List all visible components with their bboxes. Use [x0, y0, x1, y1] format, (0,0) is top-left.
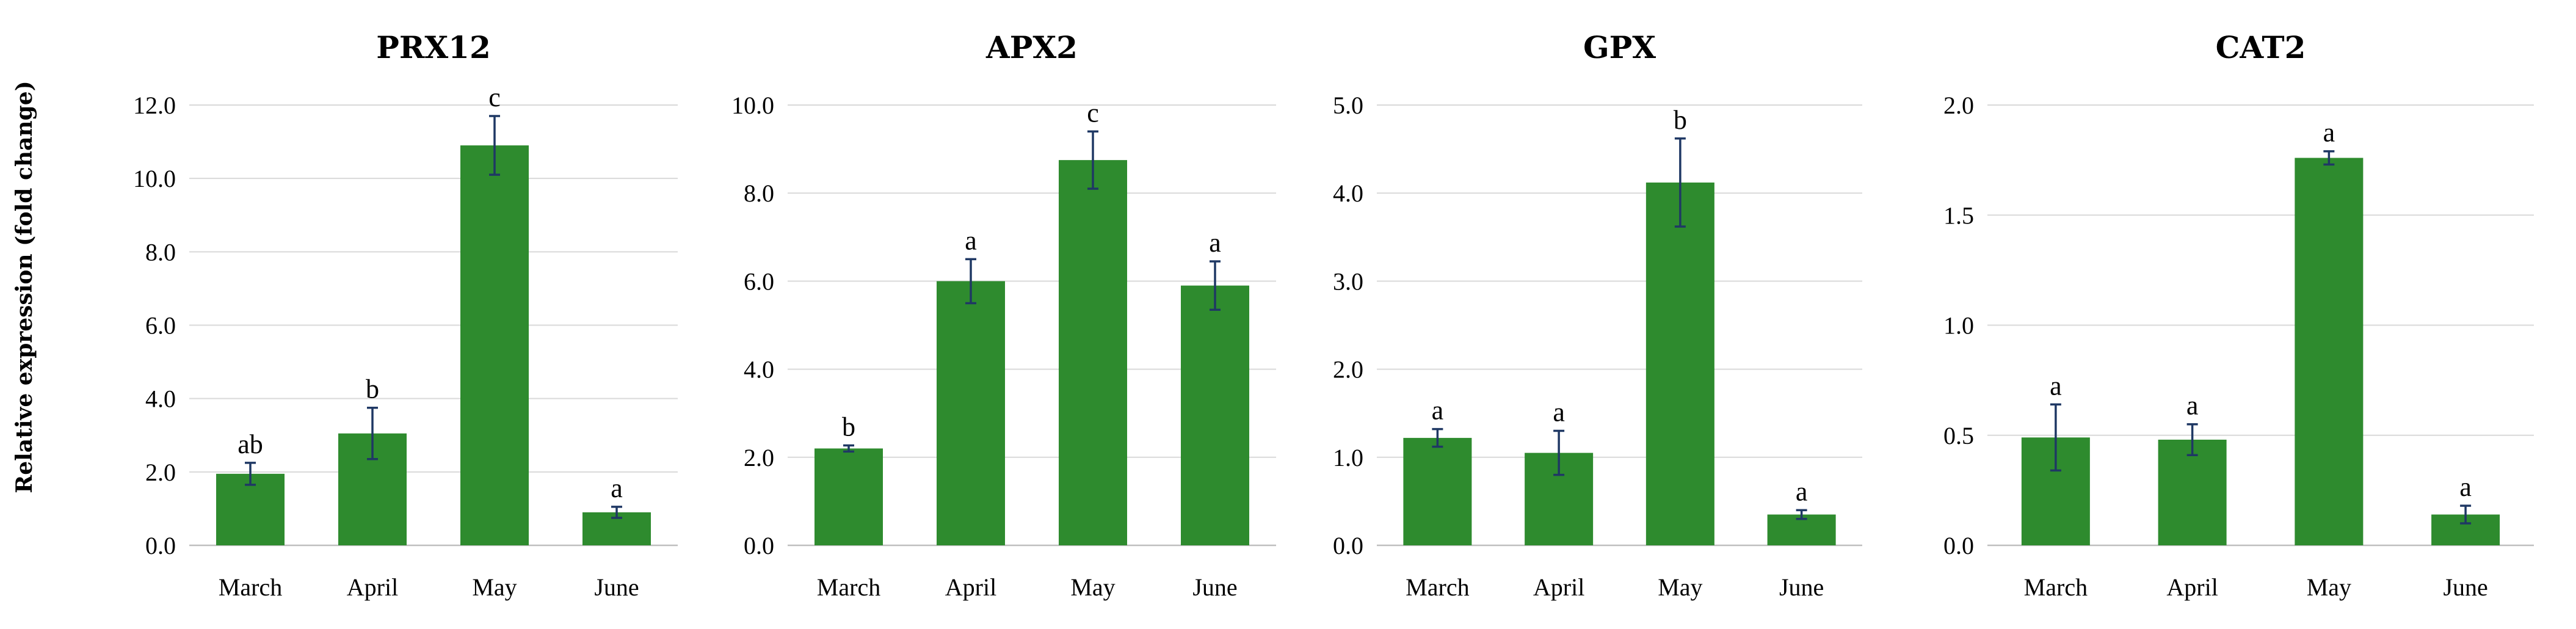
- chart-panel-prx12: PRX12 0.0 2.0 4.0 6.0 8.0 10.0 12.0 ab March b Apri…: [133, 29, 678, 601]
- bar-april: [937, 281, 1005, 545]
- y-tick-label: 8.0: [744, 180, 774, 207]
- error-bar-march: [2050, 403, 2061, 472]
- y-tick-label: 5.0: [1333, 92, 1363, 119]
- y-tick-label: 2.0: [1943, 92, 1974, 119]
- chart-panel-cat2: CAT2 0.0 0.5 1.0 1.5 2.0 a March a April a May a June: [1943, 29, 2534, 601]
- y-tick-label: 0.0: [145, 532, 176, 559]
- bar-may: [460, 145, 529, 545]
- y-tick-label: 4.0: [744, 356, 774, 384]
- error-bar-march: [245, 462, 256, 486]
- error-bar-may: [489, 115, 500, 176]
- y-tick-label: 0.0: [744, 532, 774, 559]
- y-tick-label: 0.0: [1943, 532, 1974, 559]
- bar-may: [1645, 182, 1714, 545]
- y-tick-label: 1.0: [1943, 312, 1974, 340]
- bar-april: [2158, 439, 2227, 545]
- y-tick-label: 12.0: [133, 92, 176, 119]
- chart-title-cat2: CAT2: [2216, 29, 2306, 65]
- x-category-label: May: [2307, 573, 2351, 601]
- x-category-label: April: [945, 573, 996, 601]
- error-bar-march: [843, 444, 854, 453]
- error-bar-april: [1553, 429, 1565, 476]
- error-bar-march: [1432, 427, 1443, 448]
- significance-letter: a: [2186, 391, 2199, 421]
- significance-letter: a: [1432, 396, 1444, 426]
- error-bar-june: [611, 506, 622, 519]
- error-bar-may: [2323, 150, 2335, 166]
- error-bar-may: [1087, 130, 1098, 190]
- y-tick-label: 6.0: [145, 312, 176, 340]
- x-category-label: May: [472, 573, 517, 601]
- y-tick-label: 2.0: [145, 459, 176, 486]
- chart-panel-gpx: GPX 0.0 1.0 2.0 3.0 4.0 5.0 a March a April b May a Ju…: [1333, 29, 1862, 601]
- y-tick-label: 10.0: [731, 92, 774, 119]
- error-bar-april: [2186, 423, 2198, 456]
- significance-letter: a: [1209, 228, 1221, 258]
- y-tick-label: 1.0: [1333, 444, 1363, 471]
- y-tick-label: 2.0: [1333, 356, 1363, 384]
- significance-letter: a: [1553, 398, 1565, 427]
- x-category-label: March: [219, 573, 282, 601]
- bar-may: [1059, 160, 1127, 545]
- y-tick-label: 4.0: [1333, 180, 1363, 207]
- y-tick-label: 8.0: [145, 238, 176, 266]
- error-bar-june: [1210, 260, 1221, 311]
- chart-title-apx2: APX2: [985, 29, 1078, 65]
- significance-letter: a: [965, 225, 977, 255]
- significance-letter: a: [2323, 118, 2335, 148]
- chart-title-prx12: PRX12: [376, 29, 491, 65]
- y-tick-label: 0.0: [1333, 532, 1363, 559]
- chart-panels: PRX120.02.04.06.08.010.012.0abMarchbApri…: [133, 29, 2534, 601]
- significance-letter: b: [1674, 105, 1687, 135]
- y-tick-label: 6.0: [744, 267, 774, 295]
- significance-letter: a: [611, 473, 623, 503]
- chart-panel-apx2: APX2 0.0 2.0 4.0 6.0 8.0 10.0 b March a April c May a…: [731, 29, 1276, 601]
- y-tick-label: 4.0: [145, 385, 176, 413]
- y-tick-label: 2.0: [744, 444, 774, 471]
- x-category-label: June: [594, 573, 639, 601]
- error-bar-june: [1796, 509, 1807, 520]
- y-tick-label: 0.5: [1943, 422, 1974, 449]
- bar-may: [2295, 158, 2364, 545]
- x-category-label: April: [1533, 573, 1584, 601]
- chart-title-gpx: GPX: [1583, 29, 1656, 65]
- x-category-label: June: [1192, 573, 1237, 601]
- error-bar-june: [2460, 504, 2472, 525]
- y-axis-label: Relative expression (fold change): [12, 81, 37, 493]
- error-bar-may: [1674, 137, 1686, 228]
- x-category-label: May: [1070, 573, 1115, 601]
- x-category-label: March: [2024, 573, 2088, 601]
- significance-letter: c: [488, 82, 501, 112]
- significance-letter: a: [2050, 371, 2062, 401]
- bar-june: [1181, 285, 1249, 545]
- error-bar-april: [367, 406, 378, 460]
- significance-letter: c: [1087, 98, 1099, 128]
- y-tick-label: 10.0: [133, 165, 176, 192]
- significance-letter: b: [366, 374, 379, 404]
- bar-march: [815, 448, 883, 545]
- significance-letter: b: [842, 412, 855, 442]
- significance-letter: ab: [238, 429, 263, 459]
- y-tick-label: 1.5: [1943, 202, 1974, 229]
- x-category-label: April: [2166, 573, 2218, 601]
- x-category-label: June: [1779, 573, 1824, 601]
- error-bar-april: [965, 258, 976, 305]
- x-category-label: June: [2443, 573, 2487, 601]
- x-category-label: March: [817, 573, 880, 601]
- x-category-label: April: [347, 573, 398, 601]
- bar-march: [1403, 438, 1472, 545]
- x-category-label: March: [1406, 573, 1469, 601]
- significance-letter: a: [1796, 476, 1808, 506]
- x-category-label: May: [1658, 573, 1702, 601]
- y-tick-label: 3.0: [1333, 267, 1363, 295]
- significance-letter: a: [2459, 472, 2472, 502]
